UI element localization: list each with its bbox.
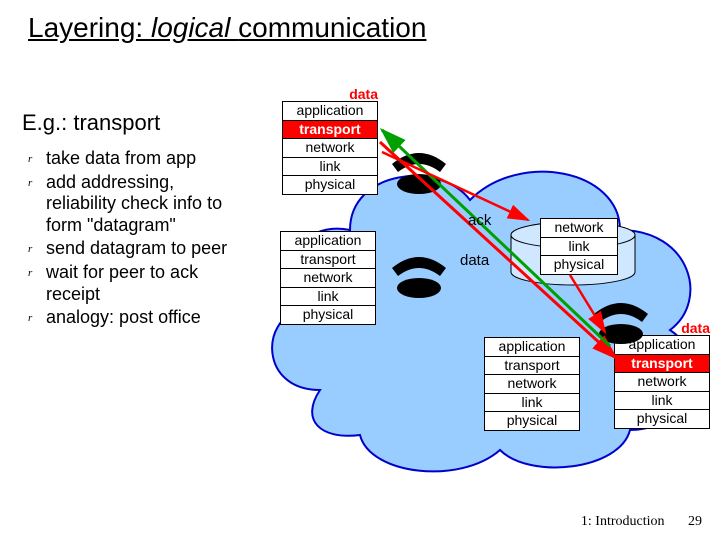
title-post: communication [238,12,426,43]
bullet-text: add addressing, reliability check info t… [46,172,248,237]
ack-label: ack [468,212,491,229]
bullet-marker: r [28,238,46,256]
title-pre: Layering: [28,12,151,43]
bullet-text: wait for peer to ack receipt [46,262,248,305]
title-italic: logical [151,12,238,43]
bullet-marker: r [28,262,46,280]
slide-footer: 1: Introduction 29 [581,514,702,530]
bullet-list: rtake data from app radd addressing, rel… [28,148,248,331]
logical-arrows [270,100,720,440]
bullet-text: take data from app [46,148,248,170]
bullet-text: send datagram to peer [46,238,248,260]
bullet-marker: r [28,307,46,325]
bullet: ranalogy: post office [28,307,248,329]
bullet-marker: r [28,148,46,166]
footer-section: 1: Introduction [581,514,665,529]
bullet-text: analogy: post office [46,307,248,329]
footer-page: 29 [688,514,702,529]
bullet: rsend datagram to peer [28,238,248,260]
bullet-marker: r [28,172,46,190]
subheading: E.g.: transport [22,110,160,136]
bullet: radd addressing, reliability check info … [28,172,248,237]
bullet: rwait for peer to ack receipt [28,262,248,305]
bullet: rtake data from app [28,148,248,170]
data-arrow-label: data [460,252,489,269]
slide-title: Layering: logical communication [28,12,426,44]
